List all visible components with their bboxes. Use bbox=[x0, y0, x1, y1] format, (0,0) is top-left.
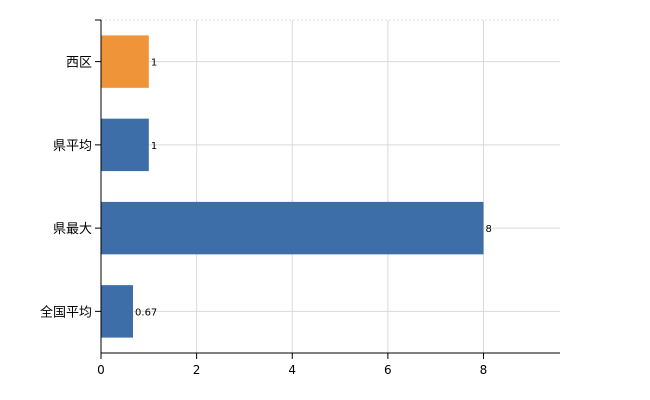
bars bbox=[101, 35, 484, 338]
labels: 1 西区 1 県平均 8 県最大 0.67 全国平均 0 2 4 6 8 bbox=[40, 56, 492, 377]
value-label-1: 1 bbox=[151, 141, 157, 152]
bar-2 bbox=[101, 201, 484, 255]
value-label-0: 1 bbox=[151, 58, 157, 69]
axes bbox=[95, 19, 560, 359]
x-tick-label-0: 0 bbox=[97, 363, 105, 377]
value-label-2: 8 bbox=[486, 224, 492, 235]
category-label-2: 県最大 bbox=[53, 222, 92, 237]
x-tick-label-3: 6 bbox=[384, 363, 392, 377]
bar-0 bbox=[101, 35, 149, 88]
category-label-0: 西区 bbox=[66, 56, 92, 71]
x-tick-label-4: 8 bbox=[480, 363, 488, 377]
bar-3 bbox=[101, 285, 134, 338]
x-tick-label-2: 4 bbox=[288, 363, 296, 377]
category-label-1: 県平均 bbox=[53, 139, 92, 154]
category-label-3: 全国平均 bbox=[40, 304, 92, 320]
x-tick-label-1: 2 bbox=[193, 363, 201, 377]
bar-1 bbox=[101, 118, 149, 172]
grid-lines bbox=[101, 19, 560, 353]
value-label-3: 0.67 bbox=[135, 307, 157, 318]
